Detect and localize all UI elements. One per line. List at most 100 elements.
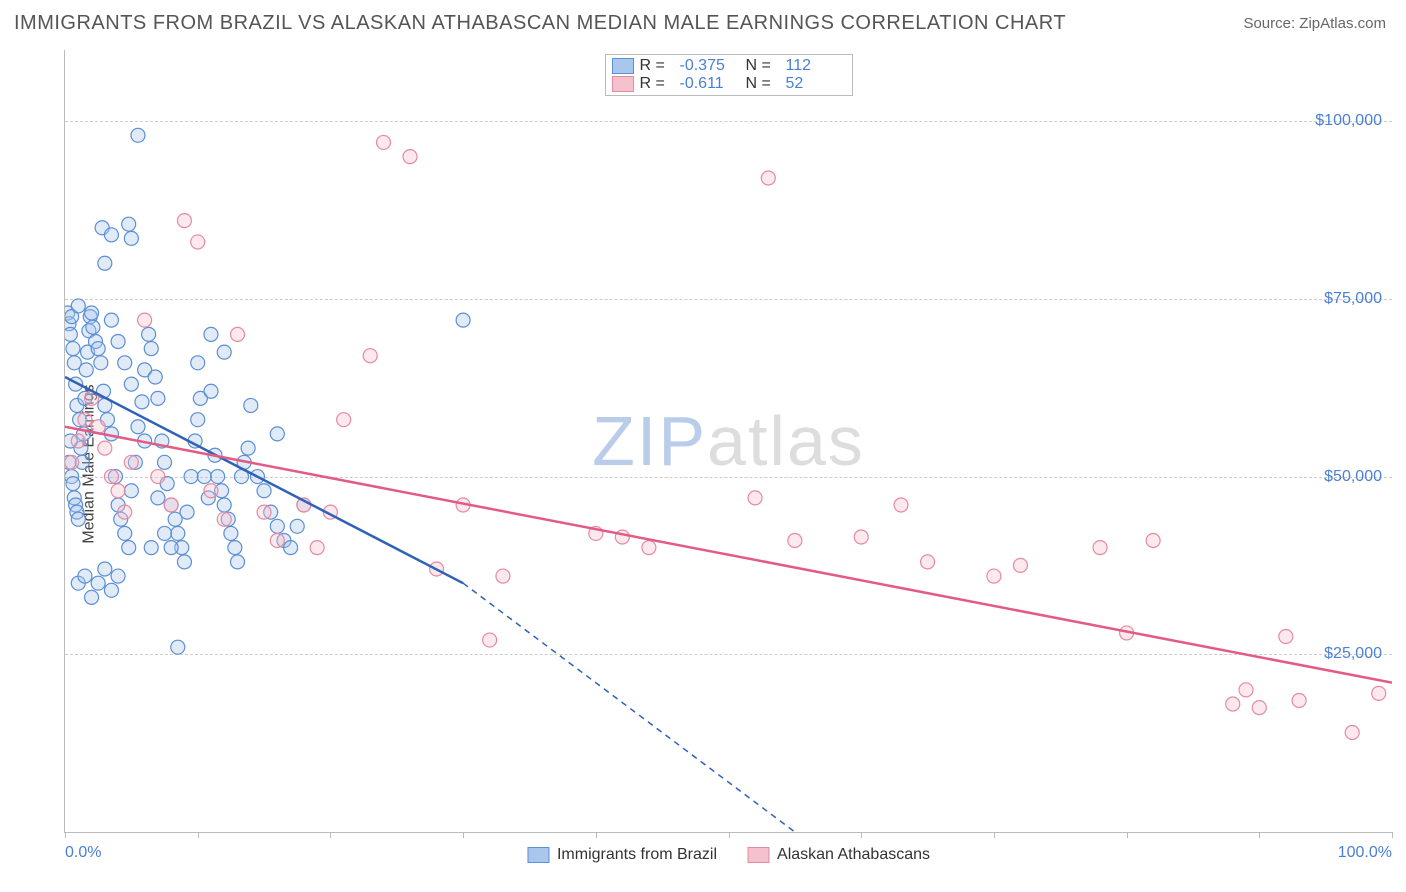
- scatter-point: [241, 441, 255, 455]
- scatter-point: [284, 541, 298, 555]
- scatter-point: [270, 427, 284, 441]
- scatter-point: [204, 484, 218, 498]
- scatter-point: [1226, 697, 1240, 711]
- scatter-point: [403, 150, 417, 164]
- regression-line-extrapolated: [463, 583, 795, 832]
- scatter-point: [124, 231, 138, 245]
- scatter-point: [65, 327, 77, 341]
- scatter-point: [244, 398, 258, 412]
- scatter-point: [104, 583, 118, 597]
- scatter-point: [98, 256, 112, 270]
- swatch-series-1-b: [527, 847, 549, 863]
- scatter-point: [148, 370, 162, 384]
- scatter-point: [71, 512, 85, 526]
- scatter-point: [144, 342, 158, 356]
- scatter-point: [310, 541, 324, 555]
- scatter-point: [98, 441, 112, 455]
- scatter-point: [171, 526, 185, 540]
- scatter-point: [217, 512, 231, 526]
- scatter-point: [104, 313, 118, 327]
- scatter-point: [86, 320, 100, 334]
- scatter-point: [217, 345, 231, 359]
- x-tick-label: 0.0%: [65, 844, 101, 862]
- legend-row-series-1: R =-0.375 N =112: [612, 57, 846, 75]
- scatter-point: [151, 470, 165, 484]
- scatter-point: [224, 526, 238, 540]
- scatter-point: [1239, 683, 1253, 697]
- scatter-point: [1372, 686, 1386, 700]
- series-legend: Immigrants from Brazil Alaskan Athabasca…: [527, 846, 930, 864]
- scatter-point: [894, 498, 908, 512]
- x-tick-label: 100.0%: [1338, 844, 1392, 862]
- x-tick: [994, 832, 995, 838]
- scatter-point: [204, 327, 218, 341]
- scatter-point: [642, 541, 656, 555]
- scatter-point: [78, 413, 92, 427]
- scatter-point: [1146, 534, 1160, 548]
- chart-svg: [65, 50, 1392, 832]
- scatter-point: [211, 470, 225, 484]
- legend-item-series-2: Alaskan Athabascans: [747, 846, 930, 864]
- scatter-point: [118, 505, 132, 519]
- scatter-point: [788, 534, 802, 548]
- x-tick: [1259, 832, 1260, 838]
- chart-container: Median Male Earnings ZIPatlas R =-0.375 …: [14, 50, 1392, 878]
- scatter-point: [290, 519, 304, 533]
- scatter-point: [111, 484, 125, 498]
- scatter-point: [66, 477, 80, 491]
- scatter-point: [748, 491, 762, 505]
- scatter-point: [104, 228, 118, 242]
- scatter-point: [94, 356, 108, 370]
- scatter-point: [98, 562, 112, 576]
- scatter-point: [85, 306, 99, 320]
- legend-row-series-2: R =-0.611 N =52: [612, 75, 846, 93]
- scatter-point: [270, 534, 284, 548]
- scatter-point: [66, 342, 80, 356]
- scatter-point: [78, 569, 92, 583]
- scatter-point: [158, 455, 172, 469]
- scatter-point: [91, 576, 105, 590]
- scatter-point: [483, 633, 497, 647]
- x-tick: [596, 832, 597, 838]
- x-tick: [330, 832, 331, 838]
- scatter-point: [131, 420, 145, 434]
- scatter-point: [151, 491, 165, 505]
- swatch-series-2-b: [747, 847, 769, 863]
- legend-item-series-1: Immigrants from Brazil: [527, 846, 717, 864]
- scatter-point: [197, 470, 211, 484]
- scatter-point: [104, 470, 118, 484]
- scatter-point: [1252, 701, 1266, 715]
- x-tick: [861, 832, 862, 838]
- scatter-point: [191, 356, 205, 370]
- scatter-point: [171, 640, 185, 654]
- x-tick: [65, 832, 66, 838]
- swatch-series-2: [612, 76, 634, 92]
- scatter-point: [138, 313, 152, 327]
- scatter-point: [118, 356, 132, 370]
- scatter-point: [231, 327, 245, 341]
- scatter-point: [144, 541, 158, 555]
- scatter-point: [854, 530, 868, 544]
- swatch-series-1: [612, 58, 634, 74]
- scatter-point: [131, 128, 145, 142]
- scatter-point: [122, 217, 136, 231]
- scatter-point: [164, 541, 178, 555]
- scatter-point: [921, 555, 935, 569]
- scatter-point: [1093, 541, 1107, 555]
- scatter-point: [376, 135, 390, 149]
- scatter-point: [761, 171, 775, 185]
- scatter-point: [191, 235, 205, 249]
- scatter-point: [257, 484, 271, 498]
- correlation-legend: R =-0.375 N =112 R =-0.611 N =52: [605, 54, 853, 96]
- scatter-point: [71, 299, 85, 313]
- scatter-point: [111, 334, 125, 348]
- scatter-point: [158, 526, 172, 540]
- regression-line: [65, 427, 1392, 683]
- scatter-point: [71, 434, 85, 448]
- scatter-point: [85, 590, 99, 604]
- scatter-point: [1013, 558, 1027, 572]
- scatter-point: [124, 455, 138, 469]
- scatter-point: [164, 498, 178, 512]
- scatter-point: [496, 569, 510, 583]
- scatter-point: [191, 413, 205, 427]
